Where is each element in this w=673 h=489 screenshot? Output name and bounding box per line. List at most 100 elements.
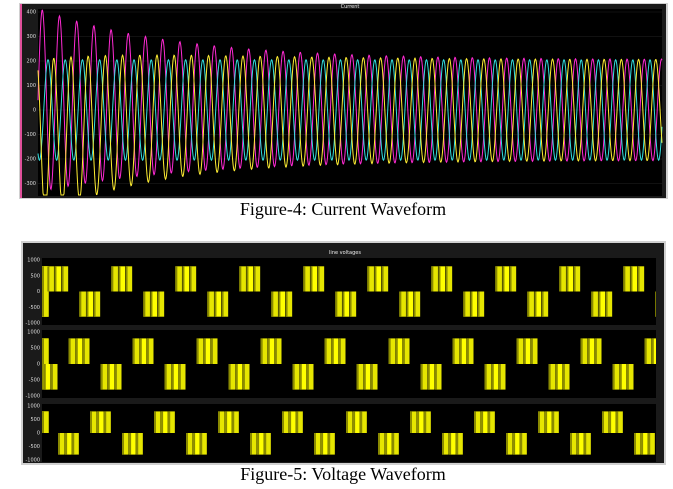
pulse-edge <box>449 433 452 455</box>
figure-caption: Figure-5: Voltage Waveform <box>240 464 446 484</box>
pulse-edge <box>442 433 444 455</box>
pulse-edge <box>630 266 633 292</box>
pulse-edge <box>207 291 210 317</box>
pulse-edge <box>413 291 416 317</box>
pulse-edge <box>324 338 327 364</box>
pulse-edge <box>609 411 612 433</box>
voltage-pulse <box>250 433 257 455</box>
voltage-pulse <box>228 364 236 390</box>
voltage-pulse <box>602 411 609 433</box>
y-tick-label: -1000 <box>25 458 40 464</box>
pulse-edge <box>459 338 462 364</box>
pulse-edge <box>306 364 309 390</box>
voltage-pulse <box>65 433 72 455</box>
pulse-edge <box>50 364 53 390</box>
voltage-pulse <box>42 411 49 433</box>
pulse-edge <box>218 411 220 433</box>
pulse-edge <box>420 364 423 390</box>
pulse-edge <box>72 433 75 455</box>
pulse-edge <box>154 411 156 433</box>
pulse-edge <box>516 338 519 364</box>
pulse-edge <box>456 433 459 455</box>
voltage-pulse <box>434 364 442 390</box>
pulse-edge <box>378 433 380 455</box>
y-tick-label: -1000 <box>25 394 40 400</box>
voltage-pulse <box>594 338 602 364</box>
pulse-edge <box>278 291 281 317</box>
pulse-edge <box>168 411 171 433</box>
pulse-edge <box>605 291 608 317</box>
pulse-edge <box>253 266 256 292</box>
voltage-pulse <box>548 364 556 390</box>
pulse-edge <box>143 291 146 317</box>
pulse-edge <box>178 364 181 390</box>
pulse-edge <box>509 266 512 292</box>
voltage-pulse <box>331 338 339 364</box>
pulse-edge <box>410 411 412 433</box>
voltage-pulse <box>278 291 286 317</box>
voltage-pulse <box>317 266 325 292</box>
voltage-pulse <box>509 266 517 292</box>
pulse-edge <box>452 338 455 364</box>
pulse-edge <box>587 338 590 364</box>
pulse-edge <box>132 338 135 364</box>
voltage-pulse <box>42 266 49 292</box>
pulse-edge <box>367 266 370 292</box>
voltage-pulse <box>484 364 492 390</box>
pulse-edge <box>321 433 324 455</box>
frame-edge <box>20 4 22 198</box>
pulse-edge <box>257 433 260 455</box>
voltage-pulse <box>86 291 94 317</box>
pulse-edge <box>100 364 103 390</box>
pulse-edge <box>186 433 188 455</box>
waveforms <box>37 9 663 196</box>
pulse-edge <box>431 266 434 292</box>
pulse-edge <box>114 364 117 390</box>
pulse-edge <box>164 364 167 390</box>
pulse-edge <box>303 266 306 292</box>
voltage-pulse <box>118 266 126 292</box>
voltage-pulse <box>178 364 186 390</box>
voltage-pulse <box>111 266 118 292</box>
voltage-pulse <box>310 266 318 292</box>
voltage-pulse <box>488 411 495 433</box>
voltage-pulse <box>452 338 460 364</box>
voltage-pulse <box>210 338 218 364</box>
voltage-pulse <box>573 266 581 292</box>
y-tick-label: -500 <box>29 378 40 384</box>
voltage-pulse <box>637 266 645 292</box>
voltage-pulse <box>42 338 49 364</box>
voltage-pulse <box>541 291 549 317</box>
voltage-pulse <box>626 364 634 390</box>
voltage-pulse <box>274 338 282 364</box>
voltage-pulse <box>630 266 638 292</box>
voltage-pulse <box>296 411 303 433</box>
pulse-edge <box>648 433 651 455</box>
voltage-pulse <box>410 411 417 433</box>
voltage-pulse <box>104 411 111 433</box>
voltage-pulse <box>367 266 374 292</box>
pulse-edge <box>118 266 121 292</box>
pulse-edge <box>406 291 409 317</box>
pulse-edge <box>296 411 299 433</box>
pulse-edge <box>491 364 494 390</box>
voltage-pulse <box>75 338 83 364</box>
voltage-pulse <box>363 364 371 390</box>
voltage-pulse <box>459 338 467 364</box>
pulse-edge <box>200 433 203 455</box>
pulse-edge <box>58 433 60 455</box>
pulse-edge <box>292 364 295 390</box>
y-tick-label: 0 <box>33 108 36 114</box>
pulse-edge <box>445 266 448 292</box>
voltage-pulse <box>431 266 438 292</box>
voltage-pulse <box>609 411 616 433</box>
pulse-edge <box>545 411 548 433</box>
voltage-pulse <box>378 433 385 455</box>
voltage-pulse <box>196 338 204 364</box>
pulse-edge <box>289 411 292 433</box>
voltage-pulse <box>221 291 229 317</box>
voltage-pulse <box>399 291 406 317</box>
y-tick-label: -500 <box>29 444 40 450</box>
voltage-pulse <box>577 433 584 455</box>
voltage-pulse <box>427 364 435 390</box>
